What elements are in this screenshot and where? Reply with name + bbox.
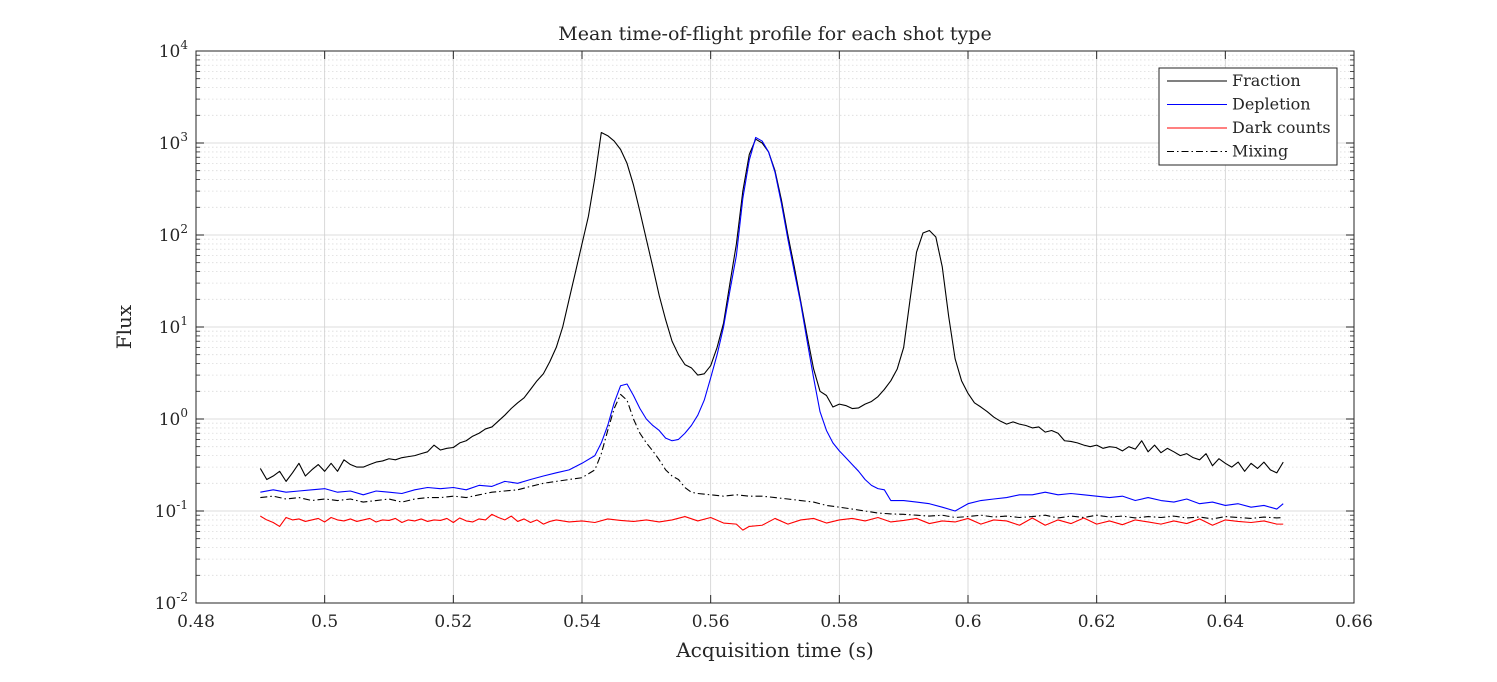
x-tick-label: 0.56: [692, 612, 730, 632]
x-tick-label: 0.66: [1335, 612, 1373, 632]
legend-label-mixing: Mixing: [1232, 142, 1288, 161]
y-tick-label: 102: [159, 222, 188, 246]
x-tick-label: 0.58: [820, 612, 858, 632]
legend-label-dark-counts: Dark counts: [1232, 118, 1331, 137]
x-tick-label: 0.62: [1078, 612, 1116, 632]
y-tick-label: 100: [159, 406, 188, 430]
y-tick-label: 101: [159, 314, 188, 338]
y-tick-label: 10-1: [155, 498, 188, 522]
y-axis-title: Flux: [112, 304, 136, 349]
x-tick-label: 0.64: [1206, 612, 1244, 632]
legend-box: [1158, 67, 1338, 166]
legend: Fraction Depletion Dark counts Mixing: [1158, 67, 1338, 166]
legend-label-depletion: Depletion: [1232, 95, 1311, 114]
y-tick-label: 104: [159, 38, 189, 62]
x-tick-label: 0.5: [311, 612, 338, 632]
x-tick-label: 0.48: [177, 612, 215, 632]
x-tick-label: 0.52: [434, 612, 472, 632]
x-tick-label: 0.54: [563, 612, 601, 632]
series-line-mixing: [260, 393, 1284, 520]
series-line-fraction: [259, 131, 1284, 482]
series-layer: [259, 131, 1284, 531]
series-line-dark-counts: [260, 513, 1284, 531]
y-tick-label: 103: [159, 130, 188, 154]
x-axis-title: Acquisition time (s): [675, 638, 874, 662]
chart-title: Mean time-of-flight profile for each sho…: [558, 23, 991, 45]
series-line-depletion: [260, 136, 1284, 512]
legend-label-fraction: Fraction: [1232, 71, 1301, 90]
x-tick-label: 0.6: [954, 612, 981, 632]
y-tick-label: 10-2: [155, 590, 188, 614]
axes: 0.48 0.5 0.52 0.54 0.56 0.58 0.6 0.62 0.64 0.66 10…: [155, 38, 1373, 632]
